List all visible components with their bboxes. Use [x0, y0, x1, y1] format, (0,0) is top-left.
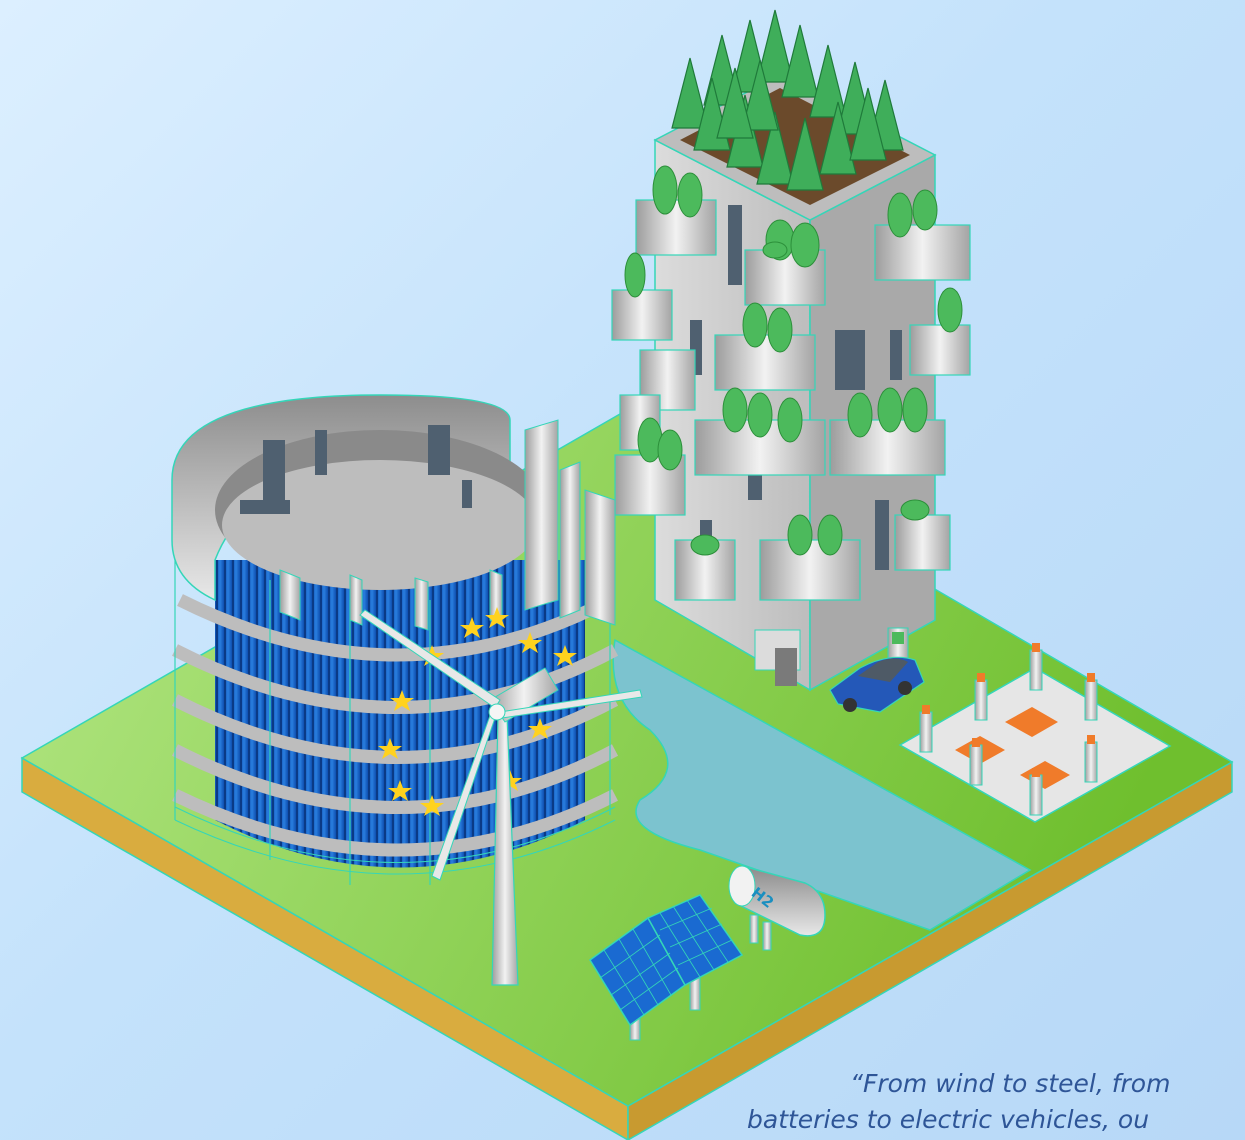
plaza-with-bollards [898, 643, 1172, 823]
quote-line-2: batteries to electric vehicles, ou [747, 1105, 1150, 1134]
solar-panel-icon [588, 894, 744, 1041]
electric-car-icon [829, 656, 925, 713]
rooftop-trees [671, 9, 904, 191]
hydrogen-tank-icon: H2 [728, 865, 826, 951]
eu-parliament-building [171, 394, 619, 885]
wind-turbine-icon [359, 609, 643, 986]
vertical-forest-tower [611, 74, 971, 692]
quote-line-1: “From wind to steel, from [850, 1069, 1171, 1098]
